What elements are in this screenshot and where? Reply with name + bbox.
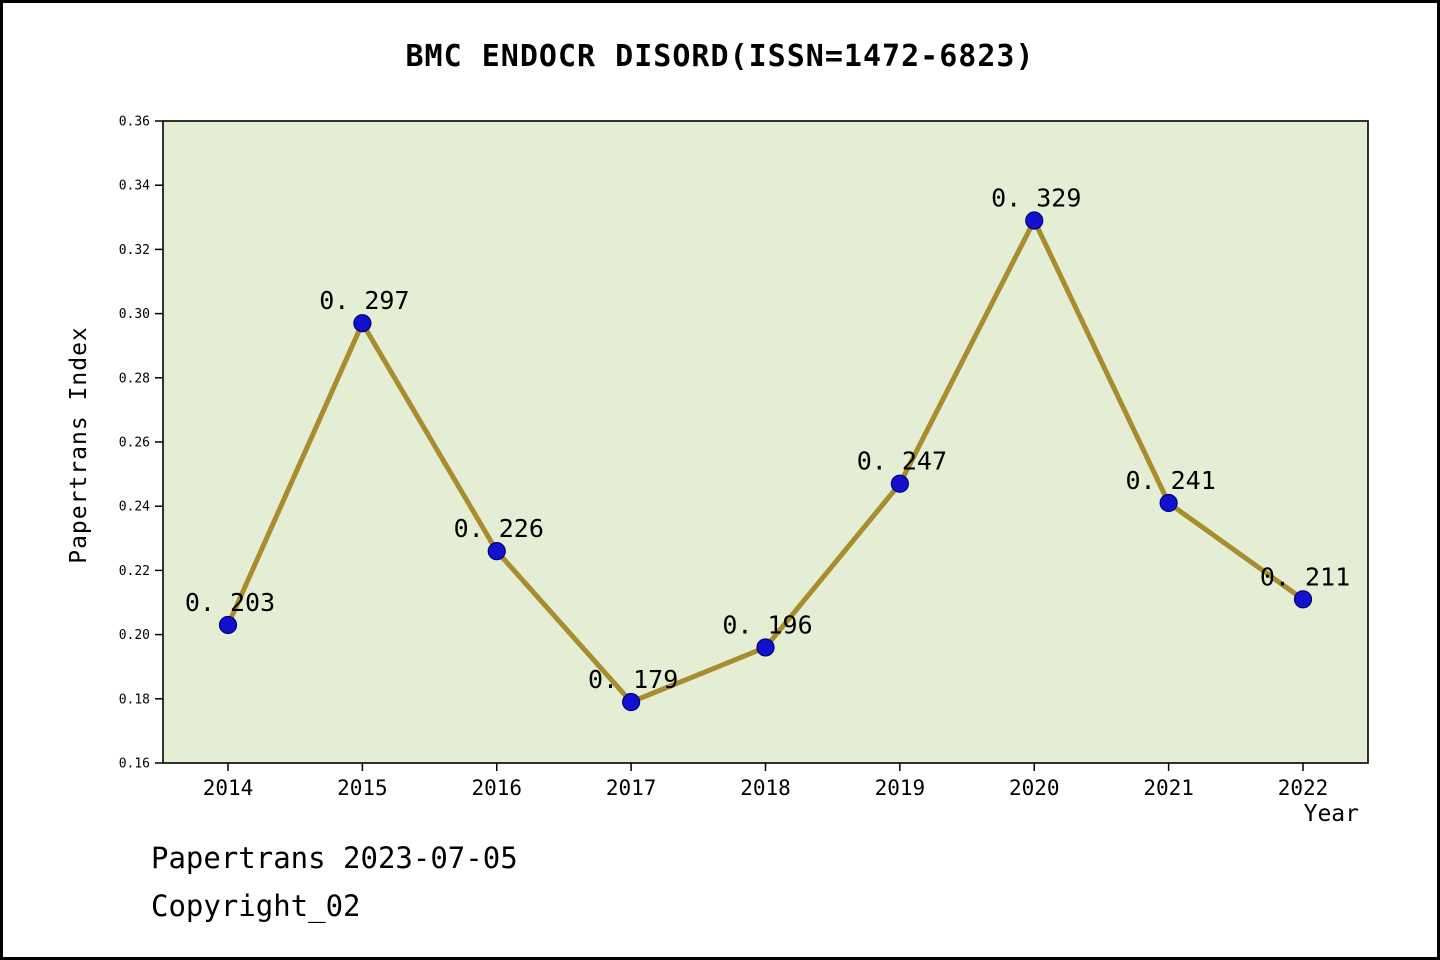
- point-label: 0. 203: [185, 588, 275, 617]
- data-point: [1159, 493, 1178, 513]
- y-tick-label: 0.34: [119, 179, 150, 194]
- point-label: 0. 329: [991, 184, 1081, 213]
- point-label: 0. 211: [1260, 562, 1350, 591]
- y-tick-label: 0.22: [119, 564, 150, 579]
- y-tick-label: 0.18: [119, 692, 150, 707]
- x-tick-label: 2019: [875, 776, 926, 800]
- data-point: [890, 474, 909, 493]
- data-point: [353, 314, 372, 333]
- point-label: 0. 196: [722, 610, 812, 639]
- plot-area: [162, 120, 1369, 764]
- point-label: 0. 241: [1125, 466, 1215, 495]
- y-tick-label: 0.20: [119, 628, 150, 643]
- point-label: 0. 247: [857, 447, 947, 476]
- x-tick-label: 2021: [1143, 776, 1194, 800]
- point-label: 0. 297: [319, 286, 409, 315]
- data-point: [756, 638, 775, 657]
- data-point: [218, 615, 238, 635]
- x-tick-label: 2017: [606, 776, 657, 800]
- data-point: [1025, 211, 1044, 230]
- footer-copyright: Copyright_02: [151, 889, 361, 923]
- x-tick-label: 2020: [1009, 776, 1060, 800]
- data-point: [1293, 590, 1313, 609]
- x-tick-label: 2014: [203, 776, 254, 800]
- x-tick-label: 2016: [471, 776, 522, 800]
- line-chart: 0.16 0.18 0.20 0.22 0.24 0.26 0.28 0.30 0.32 0.34…: [119, 115, 1369, 800]
- footer-source-date: Papertrans 2023-07-05: [151, 841, 518, 875]
- x-tick-label: 2015: [337, 776, 388, 800]
- x-tick-label: 2018: [740, 776, 791, 800]
- y-tick-label: 0.32: [119, 243, 150, 258]
- x-axis-label: Year: [1303, 801, 1359, 827]
- point-label: 0. 226: [454, 514, 544, 543]
- data-point: [487, 542, 506, 561]
- chart-title: BMC ENDOCR DISORD(ISSN=1472-6823): [405, 39, 1035, 74]
- point-label: 0. 179: [588, 665, 678, 694]
- y-tick-label: 0.28: [119, 371, 150, 386]
- y-tick-label: 0.24: [119, 500, 150, 515]
- x-tick-label: 2022: [1278, 776, 1329, 800]
- y-tick-label: 0.16: [119, 757, 150, 772]
- data-point: [622, 692, 641, 712]
- y-tick-label: 0.26: [119, 436, 150, 451]
- y-tick-label: 0.36: [119, 115, 150, 130]
- y-tick-label: 0.30: [119, 307, 150, 322]
